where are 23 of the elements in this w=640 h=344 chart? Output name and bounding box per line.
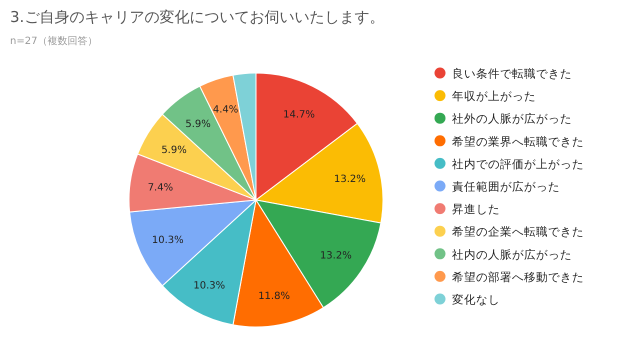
data-label: 13.2%	[320, 250, 352, 262]
legend-label: 年収が上がった	[452, 89, 536, 104]
data-label: 4.4%	[212, 104, 238, 116]
legend-label: 責任範囲が広がった	[452, 180, 560, 194]
legend-label: 社外の人脈が広がった	[452, 112, 572, 126]
legend-label: 社内の人脈が広がった	[452, 247, 572, 262]
data-label: 14.7%	[283, 110, 315, 121]
chart-subtitle: n=27（複数回答）	[10, 35, 98, 47]
chart-title: 3.ご自身のキャリアの変化についてお伺いいたします。	[10, 8, 384, 26]
data-label: 7.4%	[148, 182, 174, 194]
data-label: 5.9%	[161, 145, 187, 156]
legend-label: 希望の部署へ移動できた	[452, 270, 584, 284]
data-label: 10.3%	[193, 280, 226, 292]
data-label: 5.9%	[185, 118, 211, 130]
legend-label: 変化なし	[452, 292, 500, 306]
legend-label: 良い条件で転職できた	[452, 66, 572, 80]
legend-label: 希望の企業へ転職できた	[452, 224, 584, 239]
legend-label: 希望の業界へ転職できた	[452, 134, 584, 148]
legend-label: 社内での評価が上がった	[452, 156, 584, 171]
data-label: 13.2%	[334, 174, 366, 185]
data-label: 10.3%	[152, 235, 184, 246]
data-label: 11.8%	[258, 290, 290, 302]
legend-label: 昇進した	[452, 202, 500, 216]
